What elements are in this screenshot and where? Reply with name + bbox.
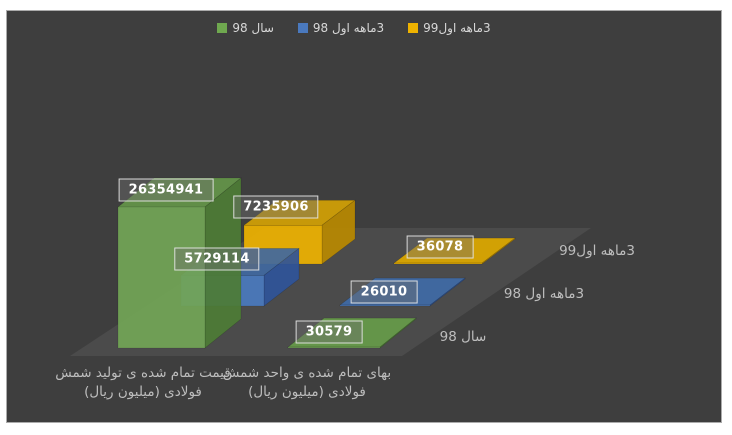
bar-cat1-row1-front bbox=[339, 304, 431, 307]
legend-swatch-green-icon bbox=[217, 23, 228, 33]
chart-legend: سال 98 3ماهه اول 98 3ماهه اول99 bbox=[0, 21, 708, 35]
legend-label: 3ماهه اول 98 bbox=[312, 21, 385, 35]
data-label-blue-cat1: 26010 bbox=[350, 280, 418, 304]
data-label-green-cat1: 30579 bbox=[295, 320, 363, 344]
data-label-yellow-cat0: 7235906 bbox=[233, 195, 319, 219]
data-label-green-cat0: 26354941 bbox=[118, 178, 214, 202]
legend-swatch-yellow-icon bbox=[408, 23, 419, 33]
data-label-blue-cat0: 5729114 bbox=[174, 247, 260, 271]
legend-swatch-blue-icon bbox=[297, 23, 308, 33]
legend-item-sal98: سال 98 bbox=[217, 21, 274, 35]
category-axis-label-left: قیمت تمام شده ی تولید شمش فولادی (میلیون… bbox=[55, 365, 231, 400]
depth-axis-label-3mah-98: 3ماهه اول 98 bbox=[503, 286, 585, 302]
legend-item-3mah-98: 3ماهه اول 98 bbox=[297, 21, 385, 35]
legend-item-3mah-99: 3ماهه اول99 bbox=[408, 21, 491, 35]
bar-cat1-row0-front bbox=[287, 346, 381, 349]
depth-axis-label-sal98: سال 98 bbox=[439, 329, 487, 345]
bar-cat1-row2-front bbox=[393, 262, 483, 265]
data-label-yellow-cat1: 36078 bbox=[406, 235, 474, 259]
category-axis-label-right: بهای تمام شده ی واحد شمش فولادی (میلیون … bbox=[222, 365, 392, 400]
depth-axis-label-3mah-99: 3ماهه اول99 bbox=[559, 243, 635, 259]
legend-label: سال 98 bbox=[232, 21, 274, 35]
legend-label: 3ماهه اول99 bbox=[423, 21, 491, 35]
bar-cat0-row0-front bbox=[117, 206, 206, 349]
